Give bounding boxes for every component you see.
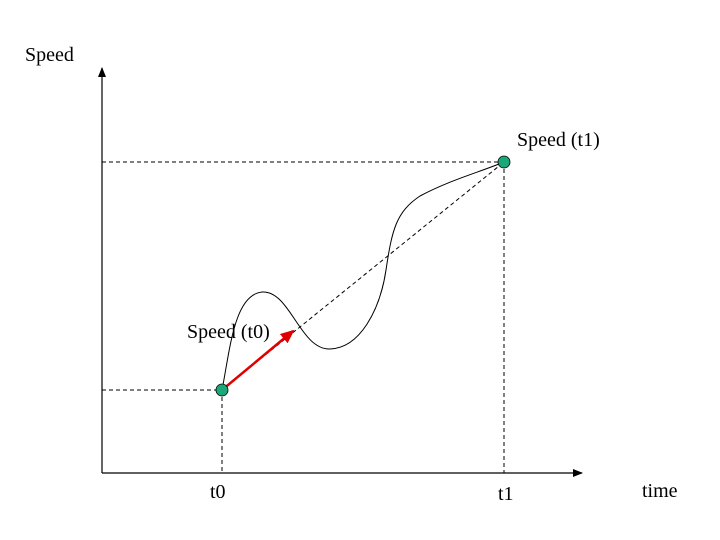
- y-axis-label: Speed: [25, 44, 74, 66]
- tangent-arrow: [221, 329, 295, 391]
- point: [215, 383, 229, 397]
- x-axis-label: time: [642, 480, 678, 502]
- tick-label: t0: [210, 481, 226, 503]
- point-label: Speed (t0): [187, 321, 270, 343]
- speed-curve: [221, 161, 505, 391]
- point: [497, 155, 511, 169]
- tick-label: t1: [498, 483, 514, 505]
- point-label: Speed (t1): [517, 129, 600, 151]
- secant-line: [221, 161, 505, 391]
